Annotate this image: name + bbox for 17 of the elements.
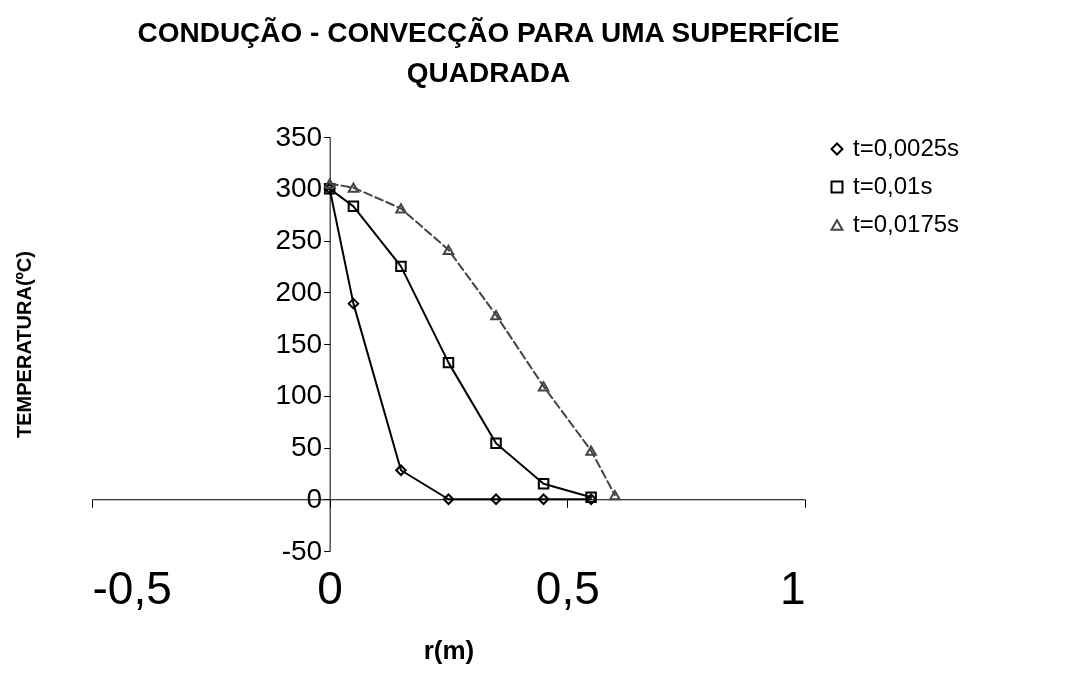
legend-label: t=0,01s: [853, 172, 933, 199]
x-tick-label: 1: [779, 561, 806, 614]
y-tick-label: 150: [275, 327, 323, 359]
legend-label: t=0,0025s: [853, 134, 960, 161]
legend-label: t=0,0175s: [853, 210, 960, 237]
y-tick-label: 300: [275, 172, 323, 204]
x-tick-label: 0,5: [535, 561, 600, 614]
chart-title: CONDUÇÃO - CONVECÇÃO PARA UMA SUPERFÍCIE QUADRADA: [137, 17, 840, 88]
y-tick-label: 350: [275, 120, 323, 152]
y-axis-title: TEMPERATURA(ºC): [13, 251, 36, 438]
y-tick-label: 50: [291, 431, 323, 462]
x-axis-title: r(m): [423, 634, 475, 665]
y-tick-label: 100: [275, 379, 323, 411]
y-tick-label: 200: [275, 275, 323, 307]
x-tick-label: -0,5: [92, 561, 172, 614]
y-tick-label: 250: [275, 224, 323, 255]
y-tick-label: -50: [281, 534, 323, 566]
